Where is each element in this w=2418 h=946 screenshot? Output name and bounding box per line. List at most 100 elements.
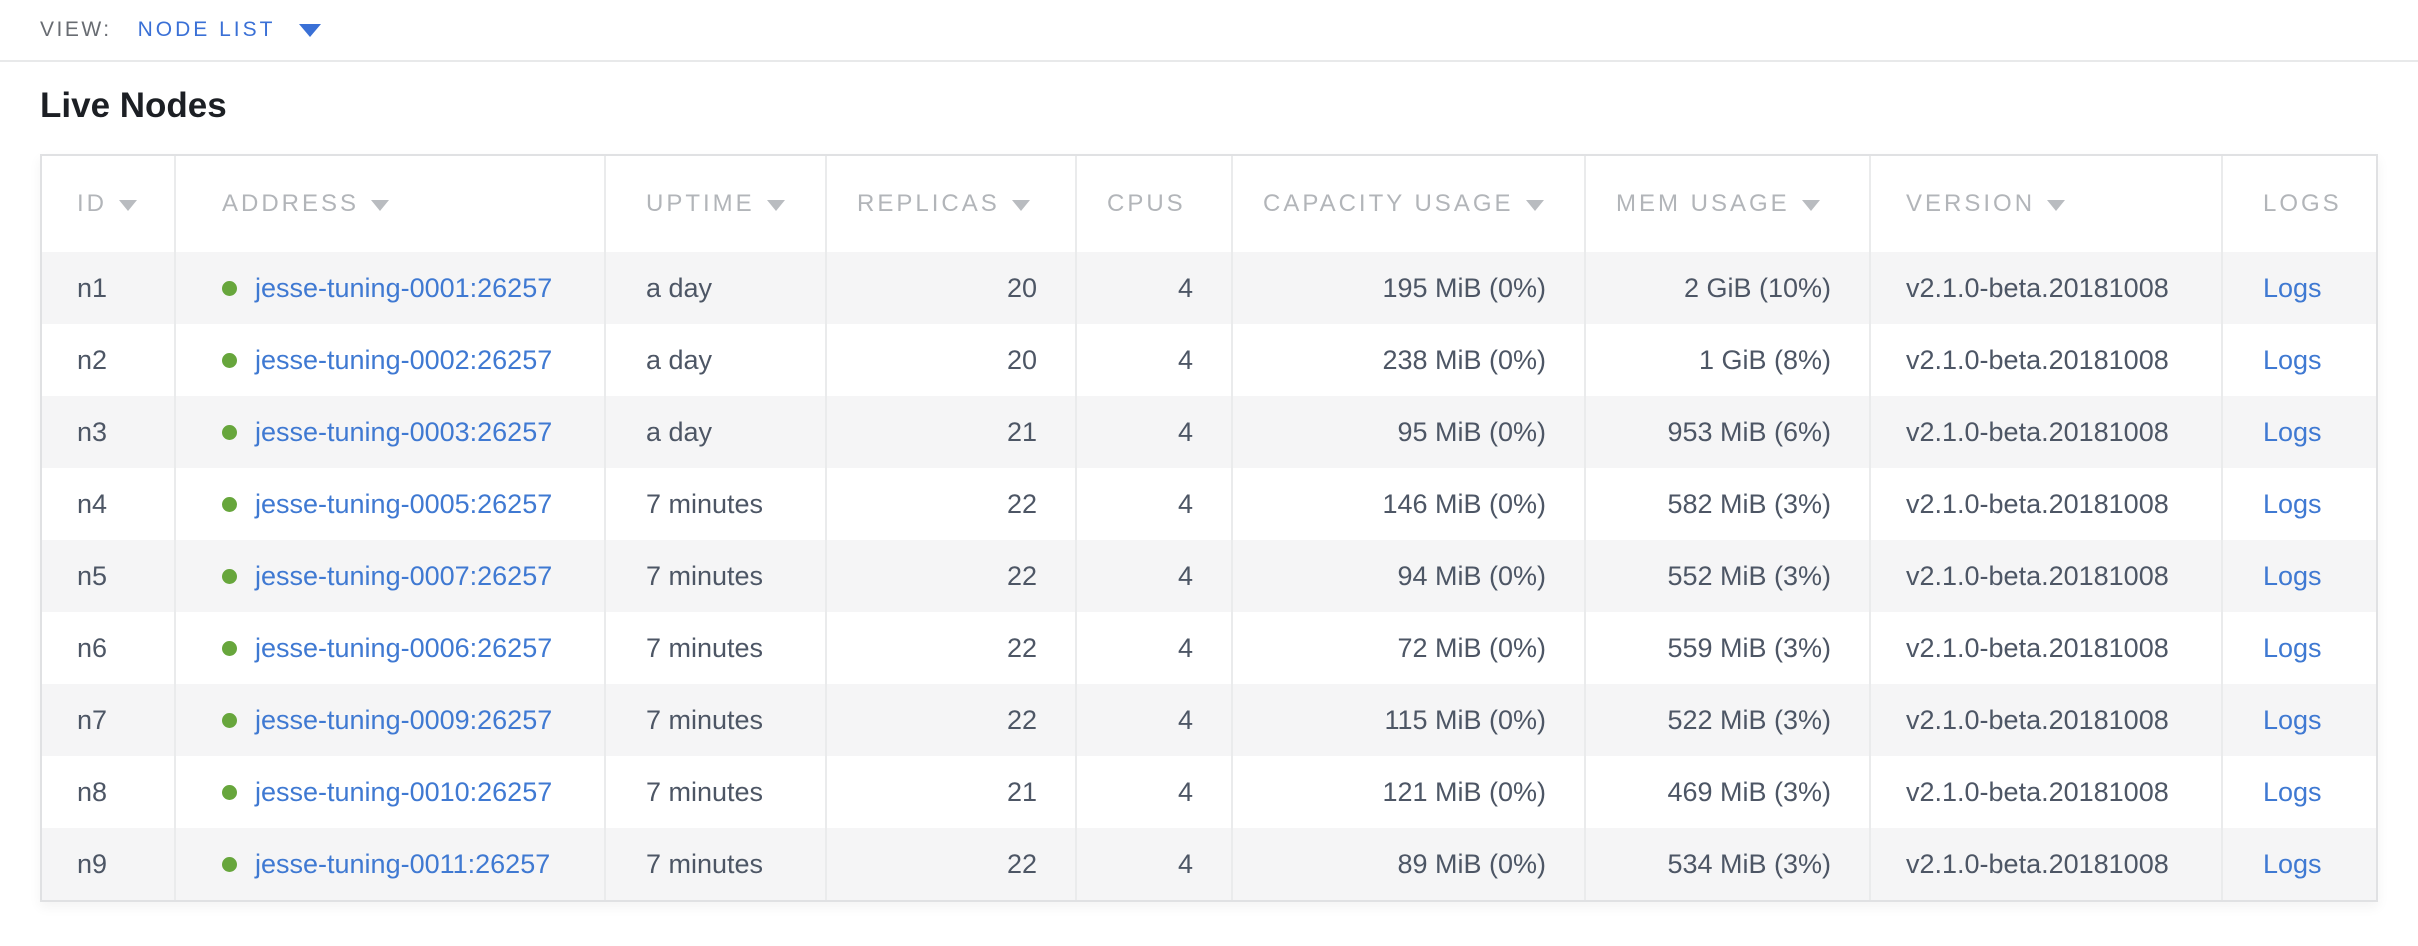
node-address-link[interactable]: jesse-tuning-0003:26257 — [255, 416, 553, 447]
table-row: n8 jesse-tuning-0010:26257 7 minutes 21 4 121… — [42, 756, 2376, 828]
column-header-id[interactable]: ID — [42, 156, 175, 252]
node-address-link[interactable]: jesse-tuning-0007:26257 — [255, 560, 553, 591]
cell-replicas: 22 — [825, 468, 1076, 540]
logs-link[interactable]: Logs — [2263, 848, 2322, 879]
cell-uptime: 7 minutes — [604, 540, 826, 612]
view-label: VIEW: — [40, 18, 112, 41]
cell-mem: 469 MiB (3%) — [1584, 756, 1870, 828]
cell-capacity: 121 MiB (0%) — [1231, 756, 1585, 828]
cell-address: jesse-tuning-0002:26257 — [174, 324, 605, 396]
cell-uptime: 7 minutes — [604, 828, 826, 900]
column-header-label: CPUS — [1107, 190, 1186, 217]
view-selected-value: NODE LIST — [137, 18, 276, 41]
cell-address: jesse-tuning-0011:26257 — [174, 828, 605, 900]
column-header-replicas[interactable]: REPLICAS — [825, 156, 1076, 252]
cell-replicas: 22 — [825, 540, 1076, 612]
node-address-link[interactable]: jesse-tuning-0001:26257 — [255, 272, 553, 303]
cell-address: jesse-tuning-0006:26257 — [174, 612, 605, 684]
cell-cpus: 4 — [1075, 684, 1232, 756]
table-header-row: ID ADDRESS UPTIME REPLICAS CPUS CAPACITY USAG… — [42, 156, 2376, 252]
cell-version: v2.1.0-beta.20181008 — [1869, 612, 2222, 684]
column-header-cpus: CPUS — [1075, 156, 1232, 252]
cell-uptime: a day — [604, 252, 826, 324]
cell-id: n5 — [77, 560, 108, 591]
cell-mem: 2 GiB (10%) — [1584, 252, 1870, 324]
logs-link[interactable]: Logs — [2263, 776, 2322, 807]
logs-link[interactable]: Logs — [2263, 560, 2322, 591]
main-content: Live Nodes ID ADDRESS UPTIME REPLICAS CPUS CA… — [0, 86, 2418, 902]
cell-uptime: a day — [604, 324, 826, 396]
node-address-link[interactable]: jesse-tuning-0005:26257 — [255, 488, 553, 519]
cell-capacity: 95 MiB (0%) — [1231, 396, 1585, 468]
table-row: n7 jesse-tuning-0009:26257 7 minutes 22 4 115… — [42, 684, 2376, 756]
cell-logs: Logs — [2221, 684, 2376, 756]
sort-caret-down-icon — [1525, 200, 1544, 211]
live-status-dot-icon — [222, 640, 237, 656]
logs-link[interactable]: Logs — [2263, 632, 2322, 663]
node-address-link[interactable]: jesse-tuning-0006:26257 — [255, 632, 553, 663]
cell-logs: Logs — [2221, 252, 2376, 324]
cell-logs: Logs — [2221, 612, 2376, 684]
node-address-link[interactable]: jesse-tuning-0002:26257 — [255, 344, 553, 375]
sort-caret-down-icon — [1011, 200, 1030, 211]
cell-version: v2.1.0-beta.20181008 — [1869, 324, 2222, 396]
cell-id: n7 — [77, 704, 108, 735]
cell-version: v2.1.0-beta.20181008 — [1869, 756, 2222, 828]
logs-link[interactable]: Logs — [2263, 272, 2322, 303]
logs-link[interactable]: Logs — [2263, 344, 2322, 375]
cell-cpus: 4 — [1075, 756, 1232, 828]
column-header-version[interactable]: VERSION — [1869, 156, 2222, 252]
column-header-logs: LOGS — [2221, 156, 2376, 252]
cell-uptime: 7 minutes — [604, 612, 826, 684]
sort-caret-down-icon — [119, 200, 137, 211]
cell-cpus: 4 — [1075, 828, 1232, 900]
logs-link[interactable]: Logs — [2263, 488, 2322, 519]
logs-link[interactable]: Logs — [2263, 416, 2322, 447]
column-header-label: ADDRESS — [222, 190, 360, 217]
cell-version: v2.1.0-beta.20181008 — [1869, 684, 2222, 756]
node-address-link[interactable]: jesse-tuning-0010:26257 — [255, 776, 553, 807]
cell-capacity: 146 MiB (0%) — [1231, 468, 1585, 540]
column-header-capacity[interactable]: CAPACITY USAGE — [1231, 156, 1585, 252]
table-row: n4 jesse-tuning-0005:26257 7 minutes 22 4 146… — [42, 468, 2376, 540]
cell-capacity: 195 MiB (0%) — [1231, 252, 1585, 324]
live-status-dot-icon — [222, 712, 237, 728]
column-header-mem[interactable]: MEM USAGE — [1584, 156, 1870, 252]
cell-mem: 522 MiB (3%) — [1584, 684, 1870, 756]
cell-replicas: 22 — [825, 684, 1076, 756]
live-status-dot-icon — [222, 856, 237, 872]
cell-logs: Logs — [2221, 756, 2376, 828]
node-address-link[interactable]: jesse-tuning-0011:26257 — [255, 848, 551, 879]
cell-address: jesse-tuning-0010:26257 — [174, 756, 605, 828]
column-header-uptime[interactable]: UPTIME — [604, 156, 826, 252]
node-address-link[interactable]: jesse-tuning-0009:26257 — [255, 704, 553, 735]
cell-uptime: 7 minutes — [604, 684, 826, 756]
cell-address: jesse-tuning-0001:26257 — [174, 252, 605, 324]
cell-cpus: 4 — [1075, 540, 1232, 612]
view-bar: VIEW: NODE LIST — [0, 0, 2418, 62]
cell-cpus: 4 — [1075, 468, 1232, 540]
sort-caret-down-icon — [766, 200, 785, 211]
table-row: n1 jesse-tuning-0001:26257 a day 20 4 195 MiB… — [42, 252, 2376, 324]
column-header-address[interactable]: ADDRESS — [174, 156, 605, 252]
sort-caret-down-icon — [1801, 200, 1820, 211]
cell-mem: 559 MiB (3%) — [1584, 612, 1870, 684]
cell-id: n6 — [77, 632, 108, 663]
cell-id: n2 — [77, 344, 108, 375]
cell-address: jesse-tuning-0005:26257 — [174, 468, 605, 540]
live-status-dot-icon — [222, 784, 237, 800]
cell-capacity: 72 MiB (0%) — [1231, 612, 1585, 684]
cell-uptime: a day — [604, 396, 826, 468]
logs-link[interactable]: Logs — [2263, 704, 2322, 735]
cell-address: jesse-tuning-0007:26257 — [174, 540, 605, 612]
cell-version: v2.1.0-beta.20181008 — [1869, 396, 2222, 468]
cell-address: jesse-tuning-0009:26257 — [174, 684, 605, 756]
cell-replicas: 21 — [825, 756, 1076, 828]
cell-replicas: 21 — [825, 396, 1076, 468]
column-header-label: CAPACITY USAGE — [1263, 190, 1514, 217]
view-selector-dropdown[interactable]: NODE LIST — [138, 18, 322, 42]
sort-caret-down-icon — [2047, 200, 2066, 211]
page-title: Live Nodes — [40, 86, 227, 125]
cell-id: n4 — [77, 488, 108, 519]
cell-uptime: 7 minutes — [604, 468, 826, 540]
